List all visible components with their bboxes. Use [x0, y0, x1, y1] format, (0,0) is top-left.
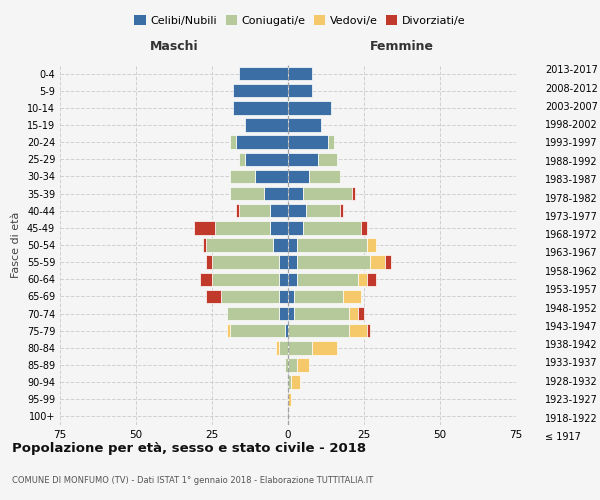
Y-axis label: Fasce di età: Fasce di età	[11, 220, 21, 286]
Bar	[317, 246, 388, 260]
Bar	[391, 264, 407, 278]
Bar	[308, 98, 351, 113]
Bar	[360, 208, 364, 223]
Bar	[314, 300, 364, 314]
Bar	[298, 264, 308, 278]
Bar	[248, 337, 304, 351]
Bar	[308, 80, 332, 94]
Bar	[304, 337, 308, 351]
Bar	[388, 337, 391, 351]
Bar	[283, 190, 308, 204]
Bar	[308, 62, 332, 76]
Bar	[308, 208, 326, 223]
Bar	[292, 246, 308, 260]
Bar	[258, 62, 308, 76]
Bar	[348, 136, 354, 149]
Bar	[248, 172, 274, 186]
Bar	[308, 190, 323, 204]
Bar	[211, 227, 233, 242]
Text: Femmine: Femmine	[370, 40, 434, 52]
Bar	[289, 227, 308, 242]
Bar	[388, 246, 397, 260]
Bar	[274, 172, 308, 186]
Bar	[308, 374, 317, 388]
Bar	[308, 264, 317, 278]
Bar	[317, 282, 379, 296]
Bar	[308, 246, 317, 260]
Bar	[323, 227, 382, 242]
Bar	[311, 392, 320, 406]
Bar	[218, 282, 230, 296]
Bar	[295, 356, 298, 370]
Bar	[308, 356, 332, 370]
Bar	[304, 374, 308, 388]
Text: Popolazione per età, sesso e stato civile - 2018: Popolazione per età, sesso e stato civil…	[12, 442, 366, 455]
Bar	[373, 190, 376, 204]
Bar	[308, 337, 370, 351]
Bar	[332, 356, 357, 370]
Bar	[248, 136, 255, 149]
Bar	[298, 300, 308, 314]
Text: COMUNE DI MONFUMO (TV) - Dati ISTAT 1° gennaio 2018 - Elaborazione TUTTITALIA.IT: COMUNE DI MONFUMO (TV) - Dati ISTAT 1° g…	[12, 476, 373, 485]
Bar	[264, 154, 308, 168]
Legend: Celibi/Nubili, Coniugati/e, Vedovi/e, Divorziati/e: Celibi/Nubili, Coniugati/e, Vedovi/e, Di…	[130, 10, 470, 30]
Bar	[230, 282, 298, 296]
Bar	[308, 300, 314, 314]
Bar	[258, 154, 264, 168]
Bar	[252, 80, 308, 94]
Bar	[308, 392, 311, 406]
Bar	[298, 356, 308, 370]
Bar	[308, 117, 341, 132]
Bar	[239, 300, 298, 314]
Text: Maschi: Maschi	[149, 40, 199, 52]
Bar	[245, 318, 298, 333]
Bar	[224, 264, 230, 278]
Bar	[308, 282, 317, 296]
Bar	[370, 318, 379, 333]
Bar	[289, 208, 308, 223]
Bar	[298, 282, 308, 296]
Bar	[255, 136, 308, 149]
Bar	[317, 374, 329, 388]
Bar	[382, 227, 388, 242]
Bar	[370, 337, 388, 351]
Bar	[379, 282, 388, 296]
Bar	[248, 190, 283, 204]
Bar	[252, 98, 308, 113]
Bar	[407, 264, 413, 278]
Bar	[298, 318, 308, 333]
Bar	[329, 172, 360, 186]
Bar	[255, 208, 258, 223]
Bar	[317, 264, 391, 278]
Bar	[308, 410, 311, 424]
Bar	[364, 300, 382, 314]
Bar	[338, 154, 357, 168]
Bar	[224, 246, 292, 260]
Bar	[326, 208, 360, 223]
Bar	[245, 337, 248, 351]
Bar	[308, 136, 348, 149]
Bar	[323, 190, 373, 204]
Bar	[264, 117, 308, 132]
Bar	[230, 264, 298, 278]
Bar	[388, 282, 397, 296]
Bar	[308, 154, 338, 168]
Bar	[379, 318, 385, 333]
Bar	[308, 227, 323, 242]
Bar	[224, 300, 239, 314]
Bar	[221, 246, 224, 260]
Bar	[314, 318, 370, 333]
Bar	[258, 208, 289, 223]
Bar	[233, 227, 289, 242]
Bar	[308, 172, 329, 186]
Bar	[308, 318, 314, 333]
